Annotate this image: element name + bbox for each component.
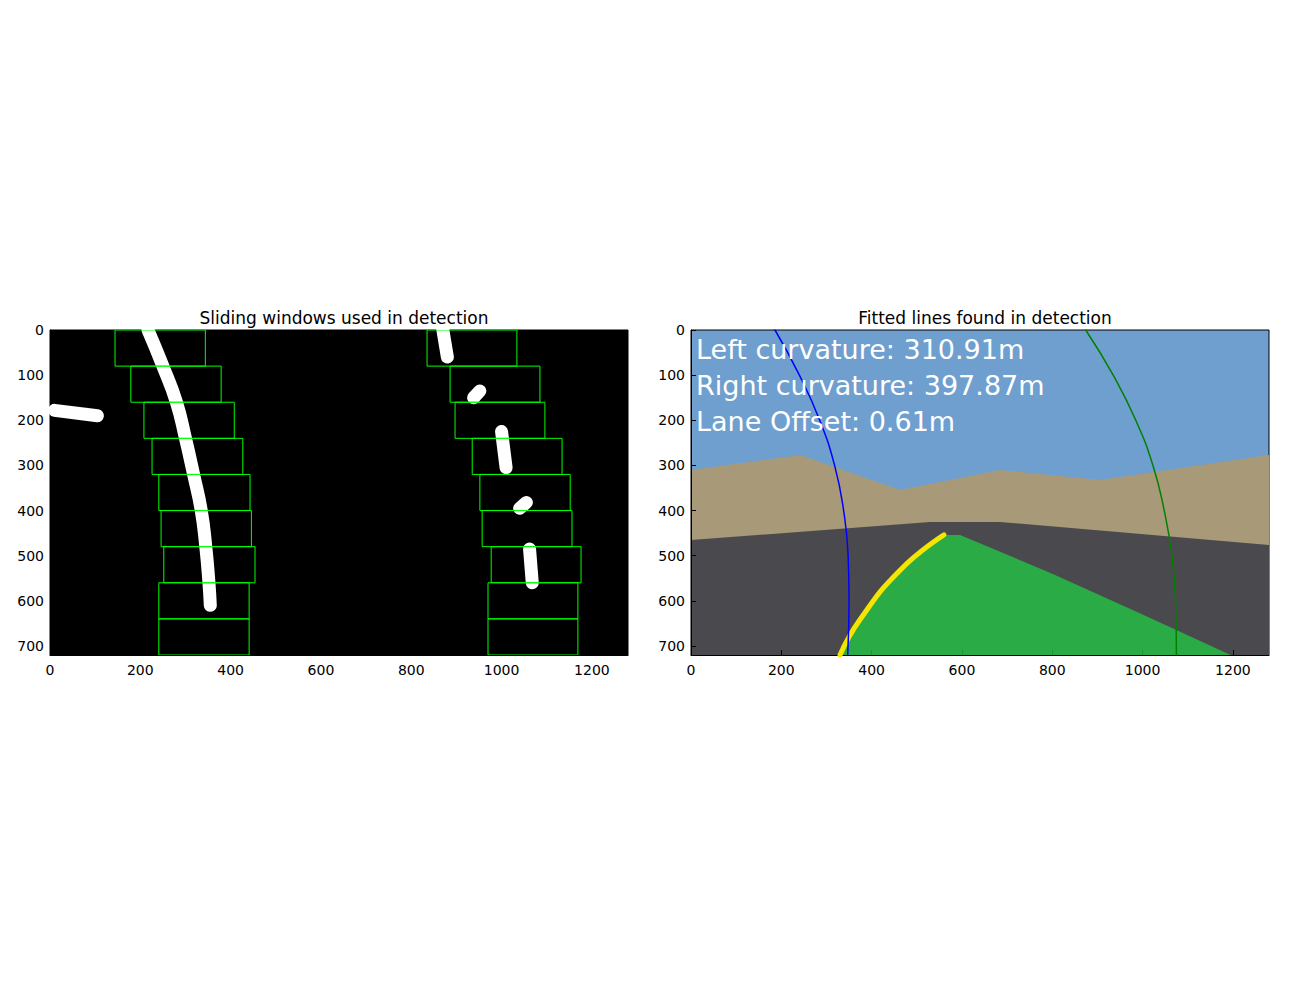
svg-text:Lane Offset: 0.61m: Lane Offset: 0.61m xyxy=(696,406,955,437)
svg-text:500: 500 xyxy=(658,548,685,564)
svg-text:Left curvature: 310.91m: Left curvature: 310.91m xyxy=(696,334,1024,365)
svg-text:400: 400 xyxy=(858,662,885,678)
svg-text:100: 100 xyxy=(658,367,685,383)
svg-text:1000: 1000 xyxy=(1125,662,1161,678)
svg-text:300: 300 xyxy=(17,457,44,473)
svg-text:700: 700 xyxy=(658,638,685,654)
svg-text:0: 0 xyxy=(687,662,696,678)
svg-text:1200: 1200 xyxy=(1215,662,1251,678)
svg-text:0: 0 xyxy=(35,322,44,338)
svg-text:200: 200 xyxy=(17,412,44,428)
svg-text:400: 400 xyxy=(658,503,685,519)
svg-text:100: 100 xyxy=(17,367,44,383)
svg-text:0: 0 xyxy=(676,322,685,338)
svg-text:200: 200 xyxy=(768,662,795,678)
svg-text:500: 500 xyxy=(17,548,44,564)
svg-text:600: 600 xyxy=(308,662,335,678)
svg-text:200: 200 xyxy=(658,412,685,428)
svg-text:Sliding windows used in detect: Sliding windows used in detection xyxy=(200,308,489,328)
svg-text:600: 600 xyxy=(658,593,685,609)
svg-text:1000: 1000 xyxy=(484,662,520,678)
svg-text:800: 800 xyxy=(1039,662,1066,678)
svg-text:800: 800 xyxy=(398,662,425,678)
svg-text:400: 400 xyxy=(217,662,244,678)
svg-text:200: 200 xyxy=(127,662,154,678)
svg-text:700: 700 xyxy=(17,638,44,654)
svg-text:Right curvature: 397.87m: Right curvature: 397.87m xyxy=(696,370,1045,401)
svg-text:Fitted lines found in detectio: Fitted lines found in detection xyxy=(858,308,1112,328)
svg-text:400: 400 xyxy=(17,503,44,519)
svg-text:0: 0 xyxy=(46,662,55,678)
svg-text:600: 600 xyxy=(17,593,44,609)
svg-text:1200: 1200 xyxy=(574,662,610,678)
svg-text:300: 300 xyxy=(658,457,685,473)
svg-text:600: 600 xyxy=(949,662,976,678)
